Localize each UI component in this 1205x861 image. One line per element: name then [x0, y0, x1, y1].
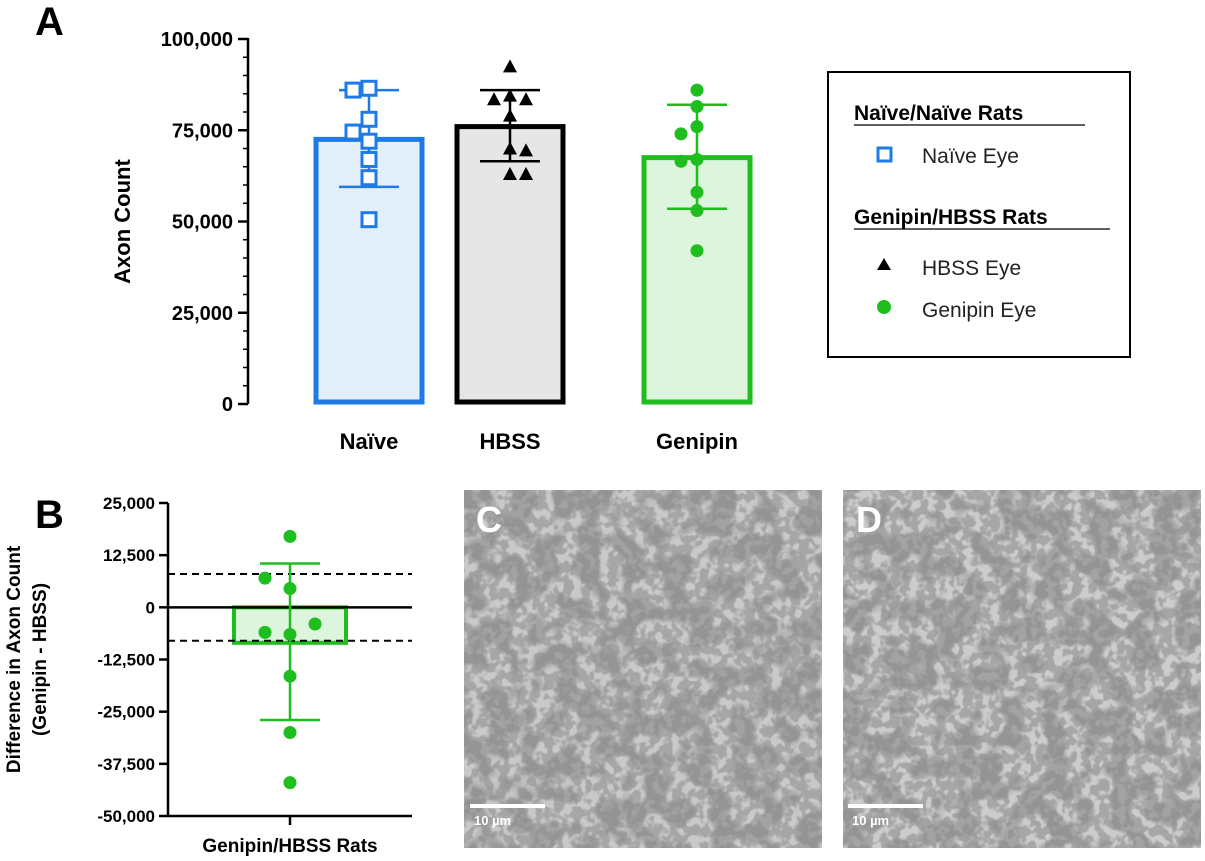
panel-a-bar-chart: 0 25,000 50,000 75,000 100,000 Axon Count Naïv… [110, 29, 753, 454]
micrograph-d-texture-coarse [843, 490, 1201, 848]
panel-label-a: A [35, 0, 64, 44]
legend-triangle-icon [877, 258, 891, 270]
data-point [674, 154, 688, 168]
data-point [503, 88, 517, 102]
y-tick-label: 0 [222, 394, 233, 416]
data-point [360, 110, 378, 128]
y-tick-label: -12,500 [97, 651, 155, 670]
y-tick-label: 50,000 [172, 212, 233, 234]
y-tick-label: -37,500 [97, 755, 155, 774]
legend-open-square-icon [876, 146, 893, 163]
data-point [519, 143, 533, 157]
data-point [690, 185, 704, 199]
y-tick-label: -25,000 [97, 703, 155, 722]
x-tick-label: Genipin [656, 429, 738, 454]
data-point [519, 92, 533, 106]
data-point [308, 617, 322, 631]
data-point [503, 108, 517, 122]
x-tick-label: Genipin/HBSS Rats [202, 836, 377, 857]
data-point [283, 669, 297, 683]
legend-entry-naive-eye: Naïve Eye [922, 145, 1019, 168]
data-point [690, 120, 704, 134]
panel-b-difference-chart: -50,000 -37,500 -25,000 -12,500 0 12,500 25,00… [4, 494, 412, 857]
y-axis-label: Axon Count [110, 159, 135, 284]
data-point [283, 582, 297, 596]
data-point [690, 244, 704, 258]
y-tick-label: -50,000 [97, 807, 155, 826]
data-point [283, 726, 297, 740]
y-tick-label: 12,500 [103, 546, 155, 565]
y-tick-label: 75,000 [172, 120, 233, 142]
legend-heading-naive-rats: Naïve/Naïve Rats [854, 102, 1023, 125]
scale-bar-label: 10 µm [474, 813, 511, 828]
data-point [690, 152, 704, 166]
data-point [360, 211, 378, 229]
micrograph-c-texture-coarse [464, 490, 822, 848]
panel-label-b: B [35, 493, 64, 537]
data-point [283, 529, 297, 543]
data-point [283, 627, 297, 641]
y-tick-label: 100,000 [161, 29, 233, 51]
scale-bar [470, 804, 545, 808]
legend: Naïve/Naïve Rats Naïve Eye Genipin/HBSS … [827, 71, 1131, 358]
data-point [258, 571, 272, 585]
data-point [283, 776, 297, 790]
data-point [344, 81, 362, 99]
legend-heading-genipin-rats: Genipin/HBSS Rats [854, 206, 1048, 229]
scale-bar [848, 804, 923, 808]
panel-label-c: C [476, 499, 502, 540]
legend-entry-hbss-eye: HBSS Eye [922, 257, 1021, 280]
data-point [487, 92, 501, 106]
data-point [503, 59, 517, 73]
y-axis-label: (Genipin - HBSS) [30, 583, 51, 736]
micrograph-c: C 10 µm [464, 490, 822, 848]
y-tick-label: 0 [146, 598, 155, 617]
data-point [360, 132, 378, 150]
y-tick-label: 25,000 [172, 303, 233, 325]
data-point [503, 167, 517, 181]
data-point [690, 204, 704, 218]
data-point [360, 79, 378, 97]
scale-bar-label: 10 µm [852, 813, 889, 828]
y-axis-label: Difference in Axon Count [4, 545, 25, 773]
data-point [360, 169, 378, 187]
y-tick-label: 25,000 [103, 494, 155, 513]
legend-circle-icon [877, 300, 891, 314]
x-tick-label: HBSS [479, 429, 540, 454]
legend-entry-genipin-eye: Genipin Eye [922, 299, 1036, 322]
data-point [690, 83, 704, 97]
micrograph-d: D 10 µm [843, 490, 1201, 848]
panel-label-d: D [856, 499, 882, 540]
data-point [674, 127, 688, 141]
data-point [503, 141, 517, 155]
data-point [258, 625, 272, 639]
data-point [344, 123, 362, 141]
data-point [360, 150, 378, 168]
data-point [519, 167, 533, 181]
x-tick-label: Naïve [340, 429, 399, 454]
data-point [690, 100, 704, 114]
